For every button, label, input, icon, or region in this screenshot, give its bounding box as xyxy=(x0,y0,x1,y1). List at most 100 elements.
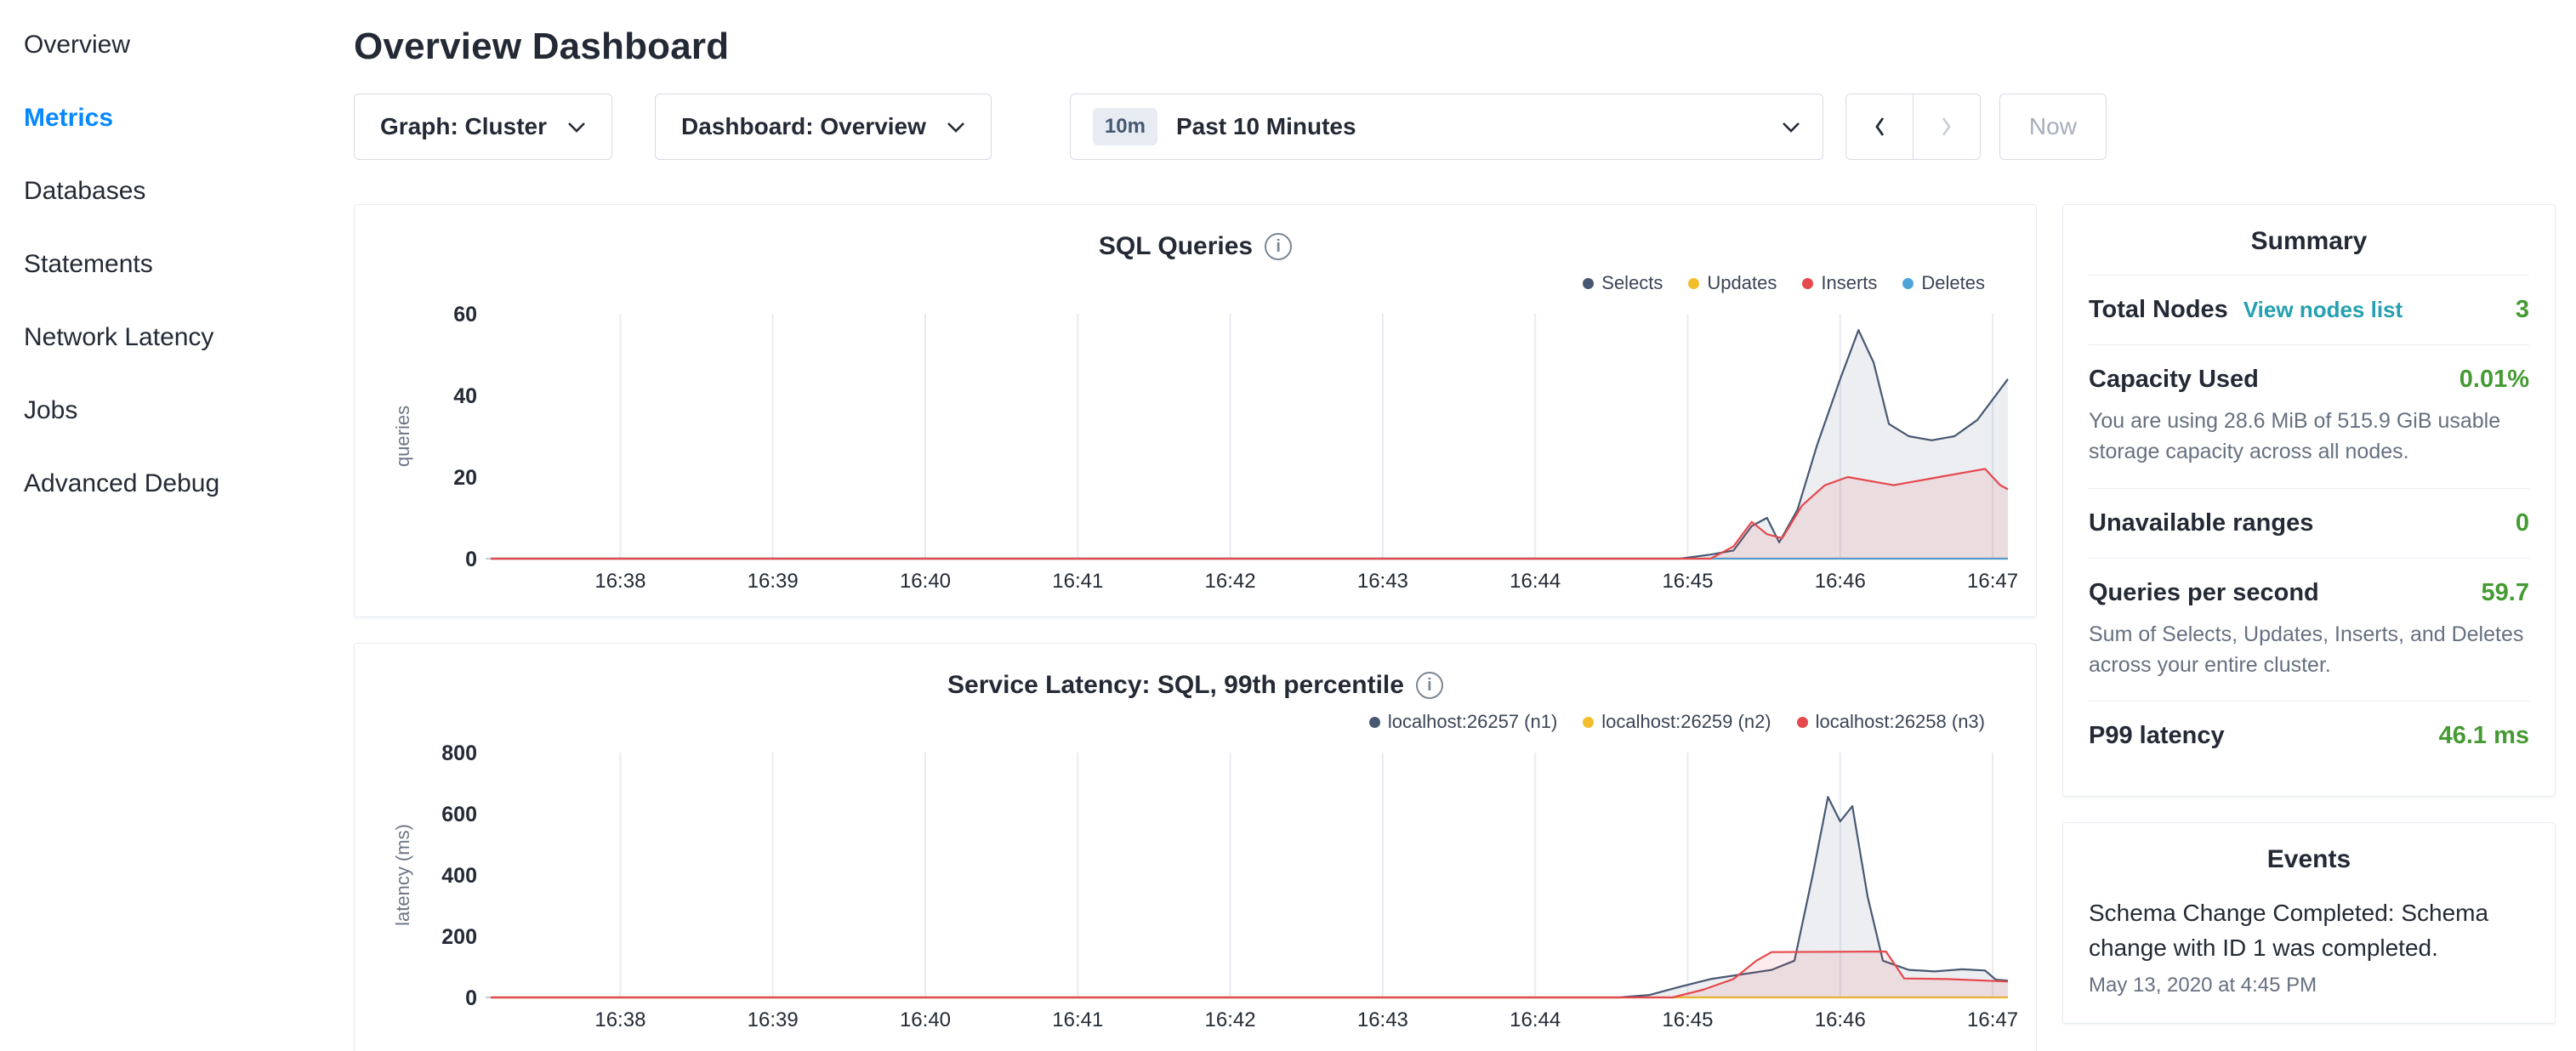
summary-stat: P99 latency 46.1 ms xyxy=(2089,701,2529,770)
legend-label: localhost:26259 (n2) xyxy=(1601,711,1771,733)
summary-stat-head: Queries per second59.7 xyxy=(2089,579,2529,607)
svg-text:16:45: 16:45 xyxy=(1662,1008,1713,1031)
info-icon[interactable]: i xyxy=(1416,672,1443,699)
prev-time-button[interactable] xyxy=(1845,94,1914,160)
graph-dropdown-label: Graph: Cluster xyxy=(380,113,547,140)
graph-dropdown[interactable]: Graph: Cluster xyxy=(354,94,612,160)
legend-label: Selects xyxy=(1601,272,1663,294)
sidebar-item-jobs[interactable]: Jobs xyxy=(24,374,354,447)
chart-legend: Selects Updates Inserts Deletes xyxy=(372,270,2019,297)
legend-item[interactable]: Deletes xyxy=(1902,272,1985,294)
legend-label: localhost:26258 (n3) xyxy=(1816,711,1985,733)
chart-canvas[interactable]: 16:3816:3916:4016:4116:4216:4316:4416:45… xyxy=(372,739,2030,1038)
sidebar-item-network-latency[interactable]: Network Latency xyxy=(24,301,354,374)
sidebar-item-overview[interactable]: Overview xyxy=(24,9,354,82)
chart-header: Service Latency: SQL, 99th percentile i xyxy=(372,668,2019,703)
view-nodes-link[interactable]: View nodes list xyxy=(2243,297,2403,323)
svg-text:20: 20 xyxy=(453,466,477,490)
legend-dot xyxy=(1583,278,1594,289)
now-button[interactable]: Now xyxy=(1999,94,2107,160)
summary-panel: Summary Total NodesView nodes list3 Capac… xyxy=(2062,204,2556,797)
legend-label: Inserts xyxy=(1821,272,1877,294)
chevron-left-icon xyxy=(1873,116,1886,138)
svg-text:16:47: 16:47 xyxy=(1967,1008,2018,1031)
svg-text:16:44: 16:44 xyxy=(1510,570,1561,593)
legend-item[interactable]: Selects xyxy=(1583,272,1663,294)
svg-text:16:40: 16:40 xyxy=(900,570,951,593)
time-pager xyxy=(1845,94,1981,160)
summary-title: Summary xyxy=(2089,227,2529,275)
svg-text:600: 600 xyxy=(441,803,477,827)
summary-stat-head: Unavailable ranges0 xyxy=(2089,509,2529,537)
time-range-selector[interactable]: 10m Past 10 Minutes xyxy=(1070,94,1823,160)
summary-stat-label: Unavailable ranges xyxy=(2089,509,2313,537)
charts-column: SQL Queries i Selects Updates Inserts Delet… xyxy=(354,204,2037,1051)
svg-text:16:42: 16:42 xyxy=(1205,1008,1256,1031)
sidebar-item-metrics[interactable]: Metrics xyxy=(24,82,354,155)
chart-header: SQL Queries i xyxy=(372,229,2019,264)
main-content: Overview Dashboard Graph: Cluster Dashbo… xyxy=(354,0,2576,1051)
svg-text:16:43: 16:43 xyxy=(1357,570,1408,593)
legend-label: Updates xyxy=(1707,272,1777,294)
dashboard-dropdown[interactable]: Dashboard: Overview xyxy=(655,94,992,160)
legend-dot xyxy=(1902,278,1914,289)
svg-text:60: 60 xyxy=(453,303,477,327)
legend-item[interactable]: localhost:26259 (n2) xyxy=(1583,711,1771,733)
time-range-badge: 10m xyxy=(1093,108,1157,145)
svg-text:16:43: 16:43 xyxy=(1357,1008,1408,1031)
svg-text:16:44: 16:44 xyxy=(1510,1008,1561,1031)
sidebar: OverviewMetricsDatabasesStatementsNetwor… xyxy=(0,0,354,1051)
svg-text:16:46: 16:46 xyxy=(1815,1008,1866,1031)
chart-plot: 16:3816:3916:4016:4116:4216:4316:4416:45… xyxy=(372,739,2019,1038)
dashboard-content: SQL Queries i Selects Updates Inserts Delet… xyxy=(354,204,2556,1051)
chevron-down-icon xyxy=(567,122,586,133)
events-list: Schema Change Completed: Schema change w… xyxy=(2089,893,2529,997)
legend-label: localhost:26257 (n1) xyxy=(1388,711,1557,733)
svg-text:16:46: 16:46 xyxy=(1815,570,1866,593)
next-time-button[interactable] xyxy=(1913,94,1981,160)
svg-text:200: 200 xyxy=(441,925,477,949)
summary-stat: Queries per second59.7 Sum of Selects, Up… xyxy=(2089,558,2529,702)
dashboard-dropdown-label: Dashboard: Overview xyxy=(681,113,926,140)
legend-item[interactable]: Updates xyxy=(1688,272,1777,294)
svg-text:16:42: 16:42 xyxy=(1205,570,1256,593)
app-window: OverviewMetricsDatabasesStatementsNetwor… xyxy=(0,0,2576,1051)
event-item: Schema Change Completed: Schema change w… xyxy=(2089,893,2529,997)
svg-text:16:45: 16:45 xyxy=(1662,570,1713,593)
svg-text:latency (ms): latency (ms) xyxy=(392,824,413,926)
svg-text:16:39: 16:39 xyxy=(748,570,799,593)
summary-stat: Unavailable ranges0 xyxy=(2089,488,2529,558)
chevron-right-icon xyxy=(1940,116,1953,138)
events-title: Events xyxy=(2089,845,2529,893)
summary-stat-desc: Sum of Selects, Updates, Inserts, and De… xyxy=(2089,619,2529,681)
summary-stat-value: 59.7 xyxy=(2482,579,2529,607)
svg-text:16:38: 16:38 xyxy=(594,1008,645,1031)
sidebar-item-statements[interactable]: Statements xyxy=(24,228,354,301)
svg-text:16:47: 16:47 xyxy=(1967,570,2018,593)
legend-item[interactable]: localhost:26258 (n3) xyxy=(1797,711,1985,733)
legend-label: Deletes xyxy=(1921,272,1985,294)
svg-text:400: 400 xyxy=(441,864,477,888)
summary-stat-label: Capacity Used xyxy=(2089,366,2259,394)
svg-text:16:41: 16:41 xyxy=(1052,1008,1103,1031)
service-latency-chart: Service Latency: SQL, 99th percentile i … xyxy=(354,643,2037,1051)
summary-stat: Total NodesView nodes list3 xyxy=(2089,275,2529,344)
svg-text:16:39: 16:39 xyxy=(748,1008,799,1031)
summary-stat-value: 0.01% xyxy=(2459,366,2529,394)
chart-title: SQL Queries xyxy=(1099,232,1253,261)
page-title: Overview Dashboard xyxy=(354,26,2556,68)
event-timestamp: May 13, 2020 at 4:45 PM xyxy=(2089,974,2529,997)
legend-item[interactable]: localhost:26257 (n1) xyxy=(1369,711,1557,733)
legend-dot xyxy=(1688,278,1699,289)
sql-queries-chart: SQL Queries i Selects Updates Inserts Delet… xyxy=(354,204,2037,617)
info-icon[interactable]: i xyxy=(1265,233,1292,260)
summary-stat-value: 46.1 ms xyxy=(2439,722,2529,750)
svg-text:800: 800 xyxy=(441,741,477,765)
now-button-label: Now xyxy=(2029,113,2077,140)
sidebar-item-advanced-debug[interactable]: Advanced Debug xyxy=(24,447,354,520)
legend-item[interactable]: Inserts xyxy=(1802,272,1877,294)
summary-stat-label: P99 latency xyxy=(2089,722,2225,750)
chart-canvas[interactable]: 16:3816:3916:4016:4116:4216:4316:4416:45… xyxy=(372,300,2030,599)
sidebar-item-databases[interactable]: Databases xyxy=(24,155,354,228)
chevron-down-icon xyxy=(1782,122,1800,133)
